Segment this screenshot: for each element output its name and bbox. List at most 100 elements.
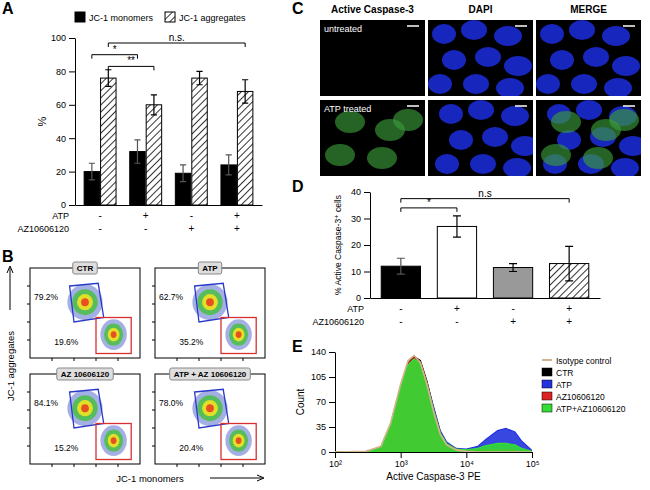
- error-bar: [242, 80, 248, 103]
- tick-label: 20: [56, 167, 66, 177]
- scale-bar: [515, 25, 527, 27]
- error-bar: [397, 258, 405, 274]
- error-bar: [89, 163, 95, 180]
- density-cloud: [104, 430, 123, 452]
- condition-sign: +: [234, 223, 240, 234]
- tick-mark: [69, 205, 75, 206]
- nucleus: [449, 130, 473, 150]
- caspase-stain: [541, 144, 571, 166]
- density-cloud: [233, 434, 245, 448]
- tick-mark: [152, 286, 155, 287]
- y-axis-title: %: [36, 116, 48, 126]
- density-cloud: [225, 319, 251, 350]
- significance-bracket: [108, 43, 245, 47]
- density-cloud: [72, 395, 97, 421]
- caspase-stain: [393, 109, 423, 131]
- gate-label: 62.7%: [159, 292, 184, 302]
- nucleus: [435, 154, 459, 174]
- tick: 10: [351, 267, 370, 277]
- density-cloud: [100, 425, 126, 456]
- nucleus: [604, 78, 632, 96]
- gate: [96, 318, 131, 354]
- tick-label: 0: [321, 447, 326, 457]
- legend-swatch: [542, 368, 552, 376]
- caspase-stain: [367, 147, 397, 169]
- tick-mark: [27, 446, 30, 447]
- condition-sign: -: [455, 316, 458, 327]
- tick-mark: [27, 304, 30, 305]
- nucleus: [504, 56, 532, 76]
- tick: 100: [51, 33, 75, 43]
- axis-arrow: [7, 266, 13, 310]
- tick-mark: [364, 245, 370, 246]
- error-bar: [453, 216, 461, 237]
- tick-mark: [152, 304, 155, 305]
- plot-title: CTR: [73, 262, 97, 274]
- gate-label: 79.2%: [34, 292, 59, 302]
- figure: A020406080100***n.s.ATP-+-+AZ10606120--+…: [0, 0, 650, 490]
- scale-bar: [407, 105, 419, 107]
- density-cloud: [202, 400, 218, 416]
- tick-mark: [335, 452, 336, 458]
- histogram-area: [335, 358, 532, 452]
- plot-title-text: ATP + AZ 10606120: [174, 370, 247, 379]
- nucleus: [461, 20, 487, 40]
- nucleus: [501, 106, 529, 126]
- tick-label: 60: [56, 100, 66, 110]
- plot-title: ATP: [198, 262, 221, 274]
- tick-mark: [199, 358, 200, 361]
- density-cloud: [81, 404, 89, 412]
- gate-label: 84.1%: [34, 398, 59, 408]
- condition-label: AZ10606120: [17, 224, 69, 234]
- tick-mark: [152, 428, 155, 429]
- tick-mark: [364, 272, 370, 273]
- nucleus: [494, 26, 522, 46]
- plot-title-text: CTR: [77, 264, 94, 273]
- tick: 80: [56, 67, 75, 77]
- tick-mark: [329, 402, 335, 403]
- tick-mark: [243, 464, 244, 467]
- gate: [70, 283, 104, 322]
- nucleus: [536, 74, 560, 94]
- density-cloud: [206, 298, 214, 306]
- density-cloud: [229, 430, 248, 452]
- density-cloud: [77, 294, 93, 310]
- bar: [192, 78, 207, 205]
- density-cloud: [206, 404, 214, 412]
- tick: 0: [356, 293, 370, 303]
- nucleus: [432, 24, 456, 44]
- x-axis-title: Active Caspase-3 PE: [386, 471, 481, 482]
- caspase-stain: [551, 111, 581, 133]
- tick-label: 35: [316, 422, 326, 432]
- nucleus: [550, 50, 574, 70]
- condition-sign: -: [98, 210, 101, 221]
- condition-sign: -: [144, 223, 147, 234]
- tick-mark: [118, 464, 119, 467]
- tick-label: 10: [351, 267, 361, 277]
- significance-bracket: [401, 208, 457, 212]
- tick-label: 0: [356, 293, 361, 303]
- plot-frame: [30, 374, 140, 464]
- series-group: [335, 356, 532, 452]
- significance-label: n.s.: [169, 32, 185, 43]
- scale-bar: [623, 105, 635, 107]
- tick-label: 10⁵: [526, 459, 540, 469]
- legend-label: Isotype control: [556, 356, 611, 366]
- legend-item: JC-1 monomers: [75, 12, 154, 23]
- tick-mark: [27, 410, 30, 411]
- tick-mark: [118, 358, 119, 361]
- gate: [195, 389, 229, 428]
- gate-label: 35.2%: [179, 337, 204, 347]
- error-bar: [226, 155, 232, 175]
- condition-sign: +: [566, 316, 572, 327]
- condition-sign: -: [190, 210, 193, 221]
- title-box: [57, 368, 113, 380]
- nucleus: [439, 104, 463, 124]
- legend-label: JC-1 aggregates: [179, 13, 246, 23]
- density-cloud: [236, 331, 242, 338]
- axis-line: [336, 452, 533, 453]
- tick-mark: [69, 71, 75, 72]
- legend-item: AZ10606120: [542, 392, 605, 402]
- histogram-area: [335, 356, 532, 452]
- column-header: MERGE: [570, 4, 607, 15]
